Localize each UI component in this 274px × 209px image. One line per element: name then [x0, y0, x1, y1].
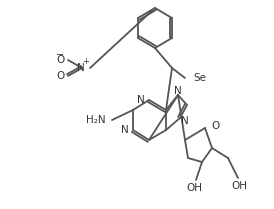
- Text: N: N: [174, 86, 182, 96]
- Text: N: N: [121, 125, 129, 135]
- Text: +: +: [82, 57, 89, 66]
- Text: Se: Se: [193, 73, 206, 83]
- Text: O: O: [211, 121, 219, 131]
- Text: H₂N: H₂N: [86, 115, 106, 125]
- Text: OH: OH: [231, 181, 247, 191]
- Text: −: −: [56, 50, 64, 60]
- Text: O: O: [57, 55, 65, 65]
- Text: OH: OH: [186, 183, 202, 193]
- Text: N: N: [77, 63, 85, 73]
- Text: N: N: [181, 116, 189, 126]
- Text: O: O: [57, 71, 65, 81]
- Text: N: N: [137, 95, 145, 105]
